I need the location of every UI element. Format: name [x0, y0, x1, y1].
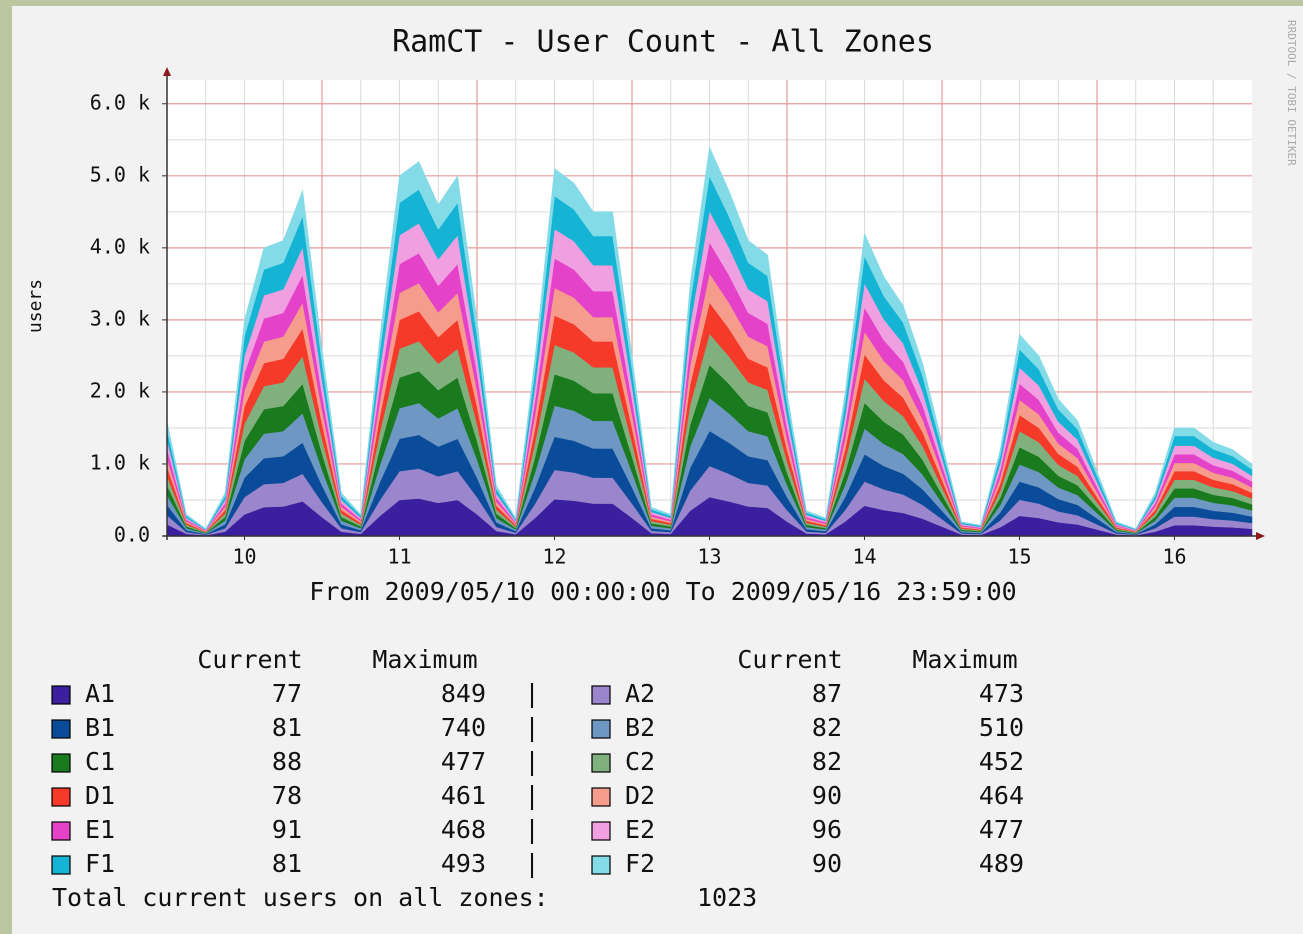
legend-label: C1: [85, 747, 115, 776]
legend-separator: |: [524, 815, 539, 844]
y-tick-label: 0.0: [114, 523, 150, 547]
total-value: 1023: [697, 883, 757, 912]
legend-swatch: [51, 753, 71, 773]
y-arrow: [163, 67, 171, 76]
legend-maximum: 473: [979, 679, 1024, 708]
x-tick-label: 14: [852, 545, 876, 569]
legend-current: 77: [272, 679, 302, 708]
watermark: RRDTOOL / TOBI OETIKER: [1285, 20, 1298, 166]
legend-maximum: 468: [441, 815, 486, 844]
legend-header: Current: [197, 645, 302, 674]
legend-maximum: 510: [979, 713, 1024, 742]
legend-header: Maximum: [912, 645, 1017, 674]
y-tick-label: 5.0 k: [90, 162, 150, 186]
legend-separator: |: [524, 781, 539, 810]
legend-maximum: 464: [979, 781, 1024, 810]
legend-maximum: 477: [979, 815, 1024, 844]
areas: [166, 146, 1253, 537]
y-axis-label: users: [25, 279, 46, 333]
legend-maximum: 489: [979, 849, 1024, 878]
legend: Current Maximum Current Maximum A1 77 849 A2 87 4…: [51, 645, 1024, 912]
x-tick-label: 16: [1162, 545, 1186, 569]
legend-maximum: 849: [441, 679, 486, 708]
legend-current: 82: [812, 713, 842, 742]
x-tick-label: 11: [387, 545, 411, 569]
y-tick-label: 1.0 k: [90, 450, 150, 474]
legend-maximum: 493: [441, 849, 486, 878]
legend-current: 90: [812, 849, 842, 878]
legend-swatch: [51, 821, 71, 841]
legend-maximum: 461: [441, 781, 486, 810]
legend-separator: |: [524, 713, 539, 742]
legend-separator: |: [524, 849, 539, 878]
axes: 0.0 1.0 k 2.0 k 3.0 k 4.0 k 5.0 k 6.0 k 10 11 12 1…: [90, 67, 1265, 569]
legend-current: 82: [812, 747, 842, 776]
x-tick-label: 13: [697, 545, 721, 569]
legend-header: Maximum: [372, 645, 477, 674]
y-tick-label: 6.0 k: [90, 90, 150, 114]
legend-current: 91: [272, 815, 302, 844]
legend-swatch: [591, 787, 611, 807]
chart-title: RamCT - User Count - All Zones: [392, 25, 934, 60]
legend-swatch: [591, 855, 611, 875]
x-arrow: [1256, 532, 1265, 540]
legend-header: Current: [737, 645, 842, 674]
legend-swatch: [591, 753, 611, 773]
legend-label: E2: [625, 815, 655, 844]
x-tick-label: 10: [232, 545, 256, 569]
total-label: Total current users on all zones:: [52, 883, 549, 912]
y-tick-label: 3.0 k: [90, 306, 150, 330]
legend-label: A2: [625, 679, 655, 708]
legend-label: F2: [625, 849, 655, 878]
legend-label: D1: [85, 781, 115, 810]
legend-current: 78: [272, 781, 302, 810]
legend-maximum: 452: [979, 747, 1024, 776]
legend-swatch: [51, 855, 71, 875]
y-tick-label: 4.0 k: [90, 234, 150, 258]
legend-swatch: [51, 719, 71, 739]
legend-label: B1: [85, 713, 115, 742]
legend-current: 96: [812, 815, 842, 844]
legend-label: E1: [85, 815, 115, 844]
x-tick-label: 12: [542, 545, 566, 569]
legend-separator: |: [524, 679, 539, 708]
legend-swatch: [51, 787, 71, 807]
legend-current: 87: [812, 679, 842, 708]
legend-label: A1: [85, 679, 115, 708]
legend-current: 81: [272, 849, 302, 878]
x-axis-label: From 2009/05/10 00:00:00 To 2009/05/16 2…: [309, 577, 1016, 606]
area: [166, 146, 1253, 530]
legend-swatch: [51, 685, 71, 705]
legend-label: C2: [625, 747, 655, 776]
legend-separator: |: [524, 747, 539, 776]
legend-label: F1: [85, 849, 115, 878]
y-tick-label: 2.0 k: [90, 378, 150, 402]
x-tick-label: 15: [1007, 545, 1031, 569]
legend-swatch: [591, 685, 611, 705]
legend-label: B2: [625, 713, 655, 742]
legend-current: 88: [272, 747, 302, 776]
legend-swatch: [591, 719, 611, 739]
legend-maximum: 740: [441, 713, 486, 742]
legend-current: 81: [272, 713, 302, 742]
legend-current: 90: [812, 781, 842, 810]
legend-label: D2: [625, 781, 655, 810]
legend-maximum: 477: [441, 747, 486, 776]
legend-swatch: [591, 821, 611, 841]
